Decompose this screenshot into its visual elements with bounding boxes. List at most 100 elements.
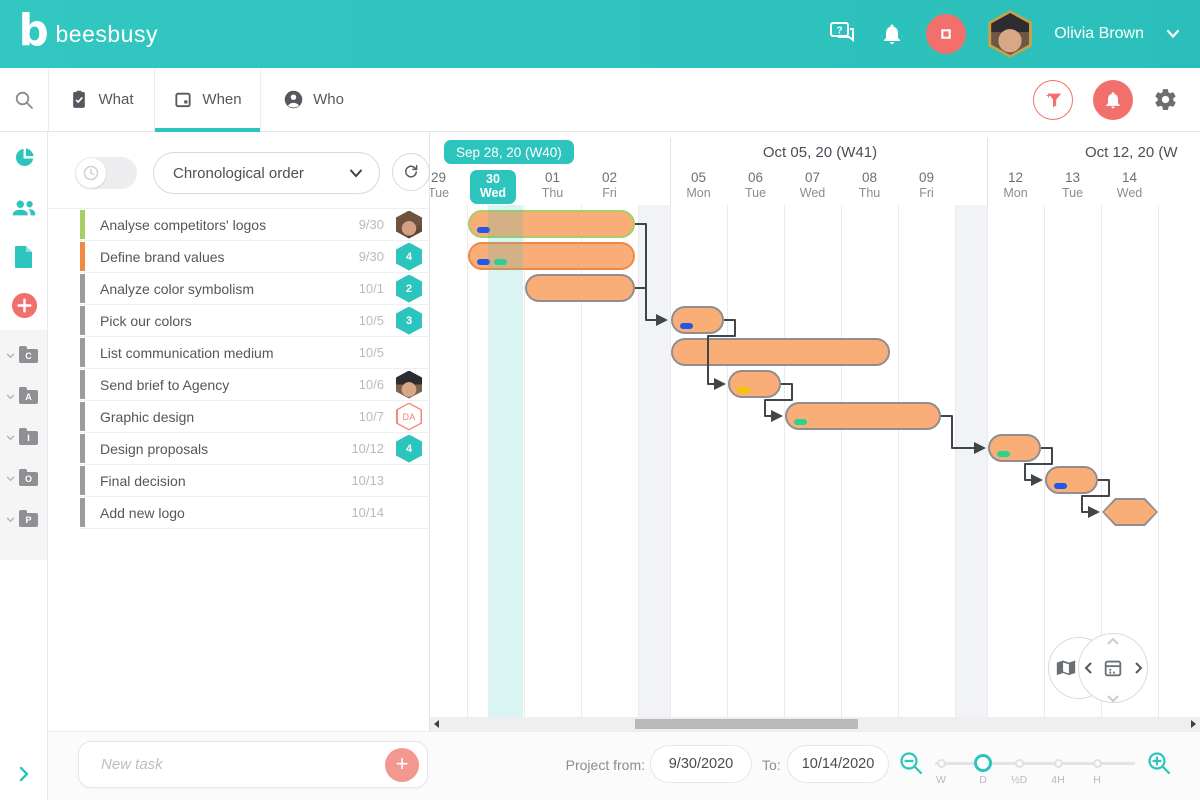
status-pill-blue xyxy=(680,323,693,329)
day-cell[interactable]: 09 Fri xyxy=(898,170,955,205)
sort-order-select[interactable]: Chronological order xyxy=(153,152,380,194)
team-users-icon[interactable] xyxy=(0,196,48,218)
day-cell[interactable]: 13 Tue xyxy=(1044,170,1101,205)
gantt-bar[interactable] xyxy=(468,242,635,270)
day-number: 08 xyxy=(861,170,878,185)
search-icon[interactable] xyxy=(0,68,48,131)
assignee-count-badge[interactable]: 4 xyxy=(396,242,422,271)
settings-gear-icon[interactable] xyxy=(1153,87,1178,112)
zoom-slider-stop[interactable] xyxy=(1093,759,1102,768)
user-menu-chevron-down-icon[interactable] xyxy=(1166,29,1180,39)
task-row[interactable]: List communication medium 10/5 xyxy=(80,337,430,369)
gantt-bar[interactable] xyxy=(1102,498,1158,526)
fullscreen-button[interactable] xyxy=(926,14,967,54)
gantt-bar[interactable] xyxy=(1045,466,1098,494)
day-cell[interactable]: 06 Tue xyxy=(727,170,784,205)
scrollbar-thumb[interactable] xyxy=(635,719,858,729)
day-number: 02 xyxy=(601,170,618,185)
assignee-count-badge[interactable]: 4 xyxy=(396,434,422,463)
gantt-bar[interactable] xyxy=(525,274,635,302)
scroll-right-arrow[interactable] xyxy=(1191,720,1196,728)
zoom-slider-stop[interactable] xyxy=(937,759,946,768)
gantt-horizontal-scrollbar[interactable] xyxy=(430,717,1200,731)
sidebar-project-i[interactable]: I xyxy=(0,418,47,458)
zoom-in-button[interactable] xyxy=(1146,750,1174,783)
tab-when[interactable]: When xyxy=(154,68,260,132)
day-cell[interactable]: 08 Thu xyxy=(841,170,898,205)
weekend-band xyxy=(955,205,987,717)
zoom-out-button[interactable] xyxy=(898,750,926,783)
task-row[interactable]: Graphic design 10/7 DA xyxy=(80,401,430,433)
task-due-date: 10/1 xyxy=(358,281,384,296)
day-name: Fri xyxy=(602,185,617,200)
day-cell[interactable]: 29 Tue xyxy=(430,170,467,205)
zoom-level-label: D xyxy=(979,774,987,786)
sidebar-project-a[interactable]: A xyxy=(0,377,47,417)
nav-left-chevron-icon[interactable] xyxy=(1084,661,1093,675)
avatar[interactable] xyxy=(988,10,1033,58)
task-row[interactable]: Add new logo 10/14 xyxy=(80,497,430,529)
day-cell[interactable]: 07 Wed xyxy=(784,170,841,205)
assignee-initials-badge[interactable]: DA xyxy=(396,402,422,431)
task-row[interactable]: Analyse competitors' logos 9/30 xyxy=(80,209,430,241)
assignee-count-badge[interactable]: 2 xyxy=(396,274,422,303)
documents-file-icon[interactable] xyxy=(0,245,48,269)
day-name: Wed xyxy=(1116,185,1143,200)
tab-what[interactable]: What xyxy=(48,68,154,131)
day-gridline xyxy=(638,205,639,717)
sidebar-project-p[interactable]: P xyxy=(0,500,47,540)
sidebar-project-o[interactable]: O xyxy=(0,459,47,499)
gantt-bar[interactable] xyxy=(468,210,635,238)
zoom-slider-stop[interactable] xyxy=(1054,759,1063,768)
day-cell[interactable]: 02 Fri xyxy=(581,170,638,205)
task-color-strip xyxy=(80,274,85,303)
refresh-button[interactable] xyxy=(392,153,430,191)
tab-who[interactable]: Who xyxy=(260,68,366,131)
day-number: 07 xyxy=(804,170,821,185)
day-cell[interactable]: 14 Wed xyxy=(1101,170,1158,205)
gantt-bar[interactable] xyxy=(988,434,1041,462)
project-to-date[interactable]: 10/14/2020 xyxy=(787,745,889,783)
zoom-slider-stop[interactable] xyxy=(1015,759,1024,768)
new-task-input[interactable] xyxy=(101,756,385,773)
add-project-plus-button[interactable] xyxy=(0,292,48,319)
project-from-date[interactable]: 9/30/2020 xyxy=(650,745,752,783)
gantt-bar[interactable] xyxy=(671,338,890,366)
zoom-slider-track[interactable] xyxy=(935,762,1135,765)
zoom-slider-knob[interactable] xyxy=(974,754,992,772)
task-color-strip xyxy=(80,434,85,463)
gantt-bar[interactable] xyxy=(785,402,941,430)
gantt-bar[interactable] xyxy=(671,306,724,334)
assignee-avatar[interactable] xyxy=(396,210,422,239)
scroll-left-arrow[interactable] xyxy=(434,720,439,728)
task-row[interactable]: Final decision 10/13 xyxy=(80,465,430,497)
notifications-bell-icon[interactable] xyxy=(880,22,904,46)
time-toggle[interactable] xyxy=(75,157,137,189)
day-cell[interactable]: 12 Mon xyxy=(987,170,1044,205)
calendar-nav-button[interactable] xyxy=(1078,633,1148,703)
day-cell[interactable]: 01 Thu xyxy=(524,170,581,205)
chevron-down-icon xyxy=(6,353,15,359)
dashboard-pie-icon[interactable] xyxy=(0,146,48,169)
assignee-count-badge[interactable]: 3 xyxy=(396,306,422,335)
day-gridline xyxy=(955,205,956,717)
gantt-bar[interactable] xyxy=(728,370,781,398)
task-row[interactable]: Analyze color symbolism 10/1 2 xyxy=(80,273,430,305)
task-row[interactable]: Pick our colors 10/5 3 xyxy=(80,305,430,337)
task-row[interactable]: Send brief to Agency 10/6 xyxy=(80,369,430,401)
sidebar-project-c[interactable]: C xyxy=(0,336,47,376)
app-logo[interactable]: b beesbusy xyxy=(18,9,158,53)
nav-down-chevron-icon[interactable] xyxy=(1106,694,1120,703)
day-cell-today[interactable]: 30 Wed xyxy=(470,170,516,204)
add-filter-button[interactable]: + xyxy=(1033,79,1073,120)
day-cell[interactable]: 05 Mon xyxy=(670,170,727,205)
nav-up-chevron-icon[interactable] xyxy=(1106,637,1120,646)
assignee-avatar[interactable] xyxy=(396,370,422,399)
add-task-button[interactable]: + xyxy=(385,747,419,782)
expand-sidebar-chevron-right-icon[interactable] xyxy=(0,766,48,782)
alerts-button[interactable] xyxy=(1093,79,1133,120)
task-row[interactable]: Define brand values 9/30 4 xyxy=(80,241,430,273)
nav-right-chevron-icon[interactable] xyxy=(1134,661,1143,675)
help-chat-icon[interactable]: ? xyxy=(828,20,858,48)
task-row[interactable]: Design proposals 10/12 4 xyxy=(80,433,430,465)
